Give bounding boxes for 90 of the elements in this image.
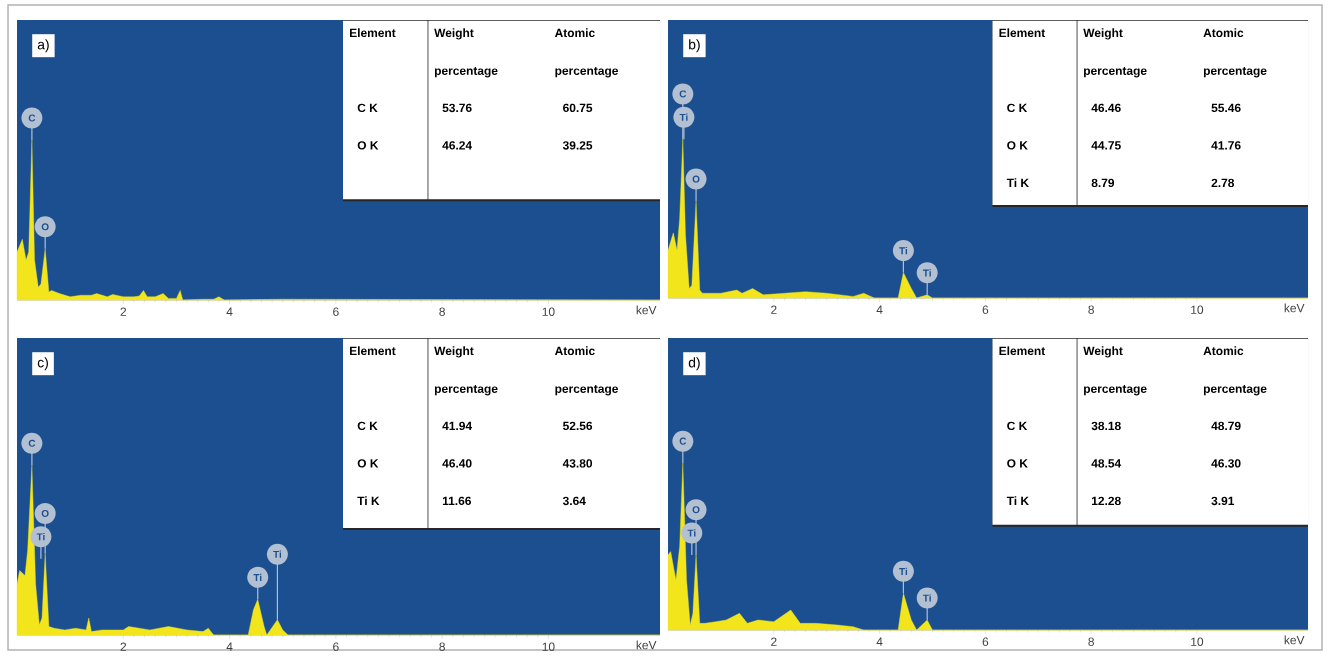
x-tick-label: 4 <box>226 307 233 316</box>
x-axis-title: keV <box>1284 635 1305 645</box>
annotation: 39.25 <box>562 141 593 150</box>
text: 48.79 <box>1211 421 1241 431</box>
text: Weight percentage <box>1083 346 1147 396</box>
annotation: 46.24 <box>442 141 473 150</box>
chart-title: d) <box>688 357 700 371</box>
text: Element <box>350 28 396 38</box>
chart-title: a) <box>37 39 49 53</box>
text: Atomic percentage <box>1203 28 1267 78</box>
annotation: Ti K <box>1006 178 1029 187</box>
text: 52.56 <box>563 421 593 431</box>
x-tick-label: 8 <box>1088 305 1094 314</box>
annotation: 46.30 <box>1211 459 1241 468</box>
text: Element <box>350 346 396 356</box>
annotation: O K <box>357 141 379 150</box>
annotation: C <box>28 114 36 122</box>
x-tick-label: 10 <box>1191 637 1204 646</box>
x-tick-label: 2 <box>771 637 777 646</box>
text: 38.18 <box>1091 421 1121 431</box>
x-tick-label: 8 <box>439 642 445 651</box>
annotation: O <box>692 506 700 514</box>
annotation: Ti <box>36 533 45 541</box>
x-tick-label: 2 <box>771 305 777 314</box>
annotation: Ti <box>922 594 931 602</box>
annotation: 2.78 <box>1211 178 1235 188</box>
annotation: 46.40 <box>442 459 472 468</box>
annotation: Ti <box>899 246 908 255</box>
annotation: O K <box>357 459 379 468</box>
annotation: Ti <box>687 529 696 537</box>
annotation: C <box>28 439 36 447</box>
annotation: O K <box>1007 141 1028 150</box>
text: 60.75 <box>563 103 593 113</box>
x-axis-title: keV <box>1284 303 1305 313</box>
text: 46.46 <box>1091 103 1121 113</box>
x-axis-title: keV <box>636 640 657 650</box>
annotation: O <box>41 223 49 231</box>
annotation: Ti <box>922 269 931 277</box>
text: C K <box>1007 103 1028 113</box>
text: Weight percentage <box>1083 28 1147 78</box>
annotation: Ti K <box>357 496 380 505</box>
text: C K <box>357 421 378 431</box>
annotation: Ti <box>679 113 688 121</box>
text: 41.94 <box>442 421 473 431</box>
text: Atomic percentage <box>554 28 618 78</box>
x-tick-label: 10 <box>542 642 555 651</box>
annotation: 43.80 <box>562 459 593 468</box>
x-tick-label: 8 <box>439 307 445 316</box>
text: Element <box>999 346 1046 356</box>
x-tick-label: 4 <box>226 642 233 651</box>
text: 53.76 <box>442 103 472 113</box>
x-tick-label: 6 <box>333 642 339 651</box>
annotation: Ti K <box>1006 496 1029 505</box>
x-tick-label: 2 <box>120 307 127 316</box>
chart-title: b) <box>689 39 700 53</box>
annotation: Ti <box>273 550 282 558</box>
x-tick-label: 10 <box>542 307 555 316</box>
x-tick-label: 6 <box>982 637 989 646</box>
x-tick-label: 8 <box>1088 637 1094 646</box>
annotation: 8.79 <box>1091 178 1115 188</box>
x-tick-label: 4 <box>876 305 883 314</box>
text: C K <box>1007 421 1028 431</box>
annotation: O <box>692 175 700 183</box>
annotation: C <box>679 437 687 445</box>
text: C K <box>357 103 378 113</box>
annotation: 3.91 <box>1211 496 1235 506</box>
x-tick-label: 2 <box>120 642 127 651</box>
annotation: 41.76 <box>1211 141 1241 150</box>
text: Weight percentage <box>434 346 498 396</box>
annotation: 11.66 <box>442 496 471 506</box>
x-tick-label: 6 <box>982 305 989 314</box>
text: Weight percentage <box>434 28 498 78</box>
x-tick-label: 10 <box>1191 305 1204 314</box>
annotation: Ti <box>253 573 262 581</box>
annotation: O K <box>1007 459 1028 468</box>
x-axis-title: keV <box>636 305 657 315</box>
annotation: Ti <box>899 567 908 575</box>
x-tick-label: 4 <box>876 637 883 646</box>
annotation: 44.75 <box>1091 141 1121 150</box>
text: 55.46 <box>1211 103 1241 113</box>
annotation: O <box>41 509 49 517</box>
x-tick-label: 6 <box>333 307 339 316</box>
annotation: 48.54 <box>1091 459 1122 468</box>
chart-title: c) <box>37 357 48 371</box>
text: Atomic percentage <box>1203 346 1267 396</box>
text: Atomic percentage <box>554 346 618 396</box>
annotation: 3.64 <box>562 496 586 506</box>
annotation: 12.28 <box>1092 496 1121 506</box>
text: Element <box>999 28 1046 38</box>
annotation: C <box>679 90 687 98</box>
